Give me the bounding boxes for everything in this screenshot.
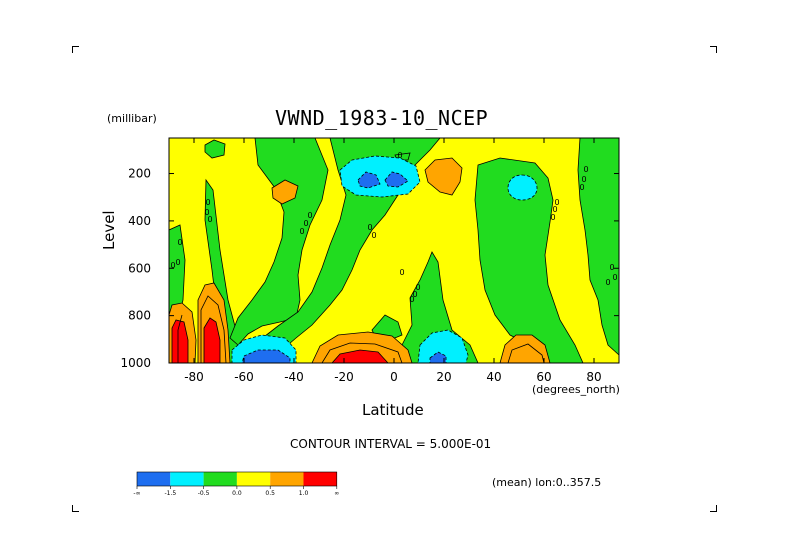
green-region-arctic [577,138,619,356]
green-region-top-patch [204,139,226,159]
contour-label: 0 [371,231,376,240]
colorbar-label: 1.0 [299,490,309,497]
corner-mark-bottom-left [72,505,79,512]
colorbar: -∞ -1.5 -0.5 0.0 0.5 1.0 ∞ [133,471,339,497]
cyan-region-northern-circle [507,174,538,201]
y-tick-label: 200 [128,167,151,181]
x-tick-label: 40 [486,370,501,384]
red-region-tropical-surface [331,349,389,363]
y-tick-label: 1000 [120,356,151,370]
corner-mark-top-right [710,46,717,53]
corner-mark-top-left [72,46,79,53]
contour-label: 0 [412,290,417,299]
green-region-northern-column [474,157,584,363]
orange-region-upper-right [424,157,463,196]
contour-label: 0 [409,295,414,304]
x-tick-label: -80 [184,370,204,384]
contour-label: 0 [612,273,617,282]
blue-region-north-surface [429,351,447,363]
x-tick-label: -60 [234,370,254,384]
x-tick-label: 0 [390,370,398,384]
colorbar-label: -1.5 [164,490,176,497]
cyan-region-north-surface [417,329,469,363]
filled-contour-field [169,138,619,363]
colorbar-label: -0.5 [198,490,210,497]
contour-label: 0 [205,198,210,207]
cyan-region-upper-jet [339,155,421,198]
orange-region-upper-left [271,179,299,205]
blue-region-upper-jet-west [357,171,381,189]
contour-label: 0 [397,151,402,160]
x-axis-unit: (degrees_north) [532,383,620,396]
x-tick-label: 60 [536,370,551,384]
contour-label: 0 [579,183,584,192]
contour-label: 0 [415,283,420,292]
contour-label: 0 [307,211,312,220]
contour-label: 0 [207,215,212,224]
y-tick-label: 800 [128,309,151,323]
colorbar-swatch [203,472,237,486]
contour-label: 0 [605,278,610,287]
contour-label: 0 [554,198,559,207]
orange-region-north-surface [499,334,551,363]
chart-title: VWND_1983-10_NCEP [275,106,489,130]
y-tick-label: 400 [128,214,151,228]
green-region-midlat-tilted [229,138,329,346]
contour-interval-note: CONTOUR INTERVAL = 5.000E-01 [290,437,492,451]
blue-region-southern-surface [241,349,291,363]
colorbar-swatch [270,472,304,486]
colorbar-label: 0.5 [265,490,275,497]
colorbar-swatch [236,472,271,486]
contour-label: 0 [303,219,308,228]
contour-label: 0 [177,238,182,247]
colorbar-label: -∞ [133,490,140,497]
contour-label: 0 [175,258,180,267]
x-tick-label: -20 [334,370,354,384]
contour-label: 0 [170,261,175,270]
mean-longitude-note: (mean) lon:0..357.5 [492,476,602,489]
contour-label: 0 [552,205,557,214]
contour-label: 0 [399,268,404,277]
red-region-south-pole [171,319,189,363]
colorbar-swatch [303,472,337,486]
contour-line-north-surface-inner [507,343,545,363]
x-tick-label: 20 [436,370,451,384]
contour-label: 0 [609,263,614,272]
contour-line-south-pole-inner-2 [200,295,227,363]
contour-label: 0 [299,227,304,236]
y-tick-label: 600 [128,261,151,275]
corner-mark-bottom-right [710,505,717,512]
contour-label: 0 [204,208,209,217]
blue-region-upper-jet-east [384,171,409,188]
contour-label: 0 [581,175,586,184]
colorbar-label: ∞ [334,490,339,497]
colorbar-swatch [137,472,171,486]
contour-line-south-pole-inner [177,314,183,363]
y-axis-unit: (millibar) [107,112,157,125]
contour-line-tropical-inner [321,342,403,363]
colorbar-label: 0.0 [232,490,242,497]
y-axis-ticks: 200 400 600 800 1000 [120,167,619,370]
orange-region-tropical-surface [311,331,413,363]
contour-label: 0 [550,213,555,222]
contour-label: 0 [583,165,588,174]
x-axis-ticks: -80 -60 -40 -20 0 20 40 60 80 [184,138,602,384]
x-tick-label: 80 [586,370,601,384]
colorbar-swatch [170,472,204,486]
x-axis-label: Latitude [362,401,424,419]
red-region-south-pole-2 [203,317,221,363]
contour-label: 0 [367,223,372,232]
x-tick-label: -40 [284,370,304,384]
